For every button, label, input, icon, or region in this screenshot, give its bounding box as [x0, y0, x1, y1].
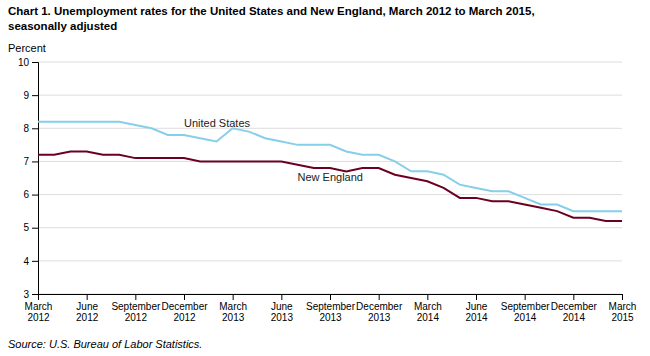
y-tick-label: 4	[23, 256, 29, 267]
x-tick: September2013	[306, 294, 356, 323]
x-tick: March2014	[414, 294, 442, 323]
x-tick-label: March2013	[219, 301, 247, 323]
x-tick: March2012	[25, 294, 53, 323]
x-axis: March2012June2012September2012December20…	[25, 294, 637, 323]
y-tick: 6	[23, 189, 38, 200]
x-tick-mark	[573, 294, 574, 300]
y-axis: 3 4 5 6 7 8 9 10	[18, 57, 39, 300]
x-tick-label: September2014	[501, 301, 551, 323]
y-tick-mark	[32, 195, 38, 196]
y-tick-label: 7	[23, 156, 29, 167]
x-tick-label: March2015	[609, 301, 637, 323]
grid-line	[38, 194, 622, 195]
grid-line	[38, 128, 622, 129]
y-tick-mark	[32, 228, 38, 229]
x-tick-mark	[622, 294, 623, 300]
x-tick: December2014	[551, 294, 598, 323]
title: Chart 1. Unemployment rates for the Unit…	[8, 5, 535, 17]
x-tick: June2012	[76, 294, 99, 323]
series-line	[38, 122, 622, 211]
y-tick-mark	[32, 95, 38, 96]
y-tick: 10	[18, 57, 38, 68]
y-axis-label: Percent	[8, 42, 46, 54]
x-tick: March2015	[609, 294, 637, 323]
x-tick-label: December2013	[356, 301, 403, 323]
y-tick-label: 8	[23, 123, 29, 134]
x-tick-label: March2012	[25, 301, 53, 323]
x-tick: December2012	[161, 294, 208, 323]
x-tick-label: June2014	[465, 301, 488, 323]
x-tick-mark	[87, 294, 88, 300]
x-tick-label: June2012	[76, 301, 99, 323]
x-tick: June2013	[271, 294, 294, 323]
y-tick: 8	[23, 123, 38, 134]
source-note: Source: U.S. Bureau of Labor Statistics.	[8, 338, 202, 350]
x-tick: September2014	[501, 294, 551, 323]
plot: Percent 3 4 5 6 7 8 9 10 March2012 June2012 Septemb…	[8, 42, 636, 323]
x-axis-line	[39, 295, 623, 301]
x-tick-label: June2013	[271, 301, 294, 323]
series-line	[38, 151, 622, 221]
y-tick-label: 6	[23, 189, 29, 200]
y-axis-line	[32, 63, 39, 295]
x-tick-mark	[38, 294, 39, 300]
x-tick: June2014	[465, 294, 488, 323]
grid-line	[38, 95, 622, 96]
grid-line	[38, 260, 622, 261]
x-tick: December2013	[356, 294, 403, 323]
y-tick: 7	[23, 156, 38, 167]
x-tick-mark	[135, 294, 136, 300]
x-tick-mark	[184, 294, 185, 300]
series-label: New England	[298, 171, 363, 183]
x-tick-label: September2013	[306, 301, 356, 323]
chart: Chart 1. Unemployment rates for the Unit…	[0, 0, 650, 356]
x-tick-mark	[281, 294, 282, 300]
y-tick-mark	[32, 62, 38, 63]
y-tick-label: 3	[23, 289, 29, 300]
y-tick-label: 10	[18, 57, 30, 68]
x-tick-mark	[233, 294, 234, 300]
x-tick-mark	[525, 294, 526, 300]
x-tick-mark	[476, 294, 477, 300]
y-tick: 3	[23, 289, 38, 300]
x-tick: March2013	[219, 294, 247, 323]
series-labels: United States New England	[184, 117, 363, 183]
grid-line	[38, 161, 622, 162]
x-tick-label: December2014	[551, 301, 598, 323]
grid	[38, 62, 622, 294]
x-tick-mark	[330, 294, 331, 300]
lines	[38, 122, 622, 221]
y-tick-mark	[32, 128, 38, 129]
x-tick-label: December2012	[161, 301, 208, 323]
x-tick-mark	[379, 294, 380, 300]
series-label: United States	[184, 117, 251, 129]
subtitle: seasonally adjusted	[8, 20, 117, 32]
grid-line	[38, 62, 622, 63]
x-tick-label: March2014	[414, 301, 442, 323]
y-tick-mark	[32, 294, 38, 295]
x-tick-mark	[427, 294, 428, 300]
y-tick: 5	[23, 222, 38, 233]
x-tick: September2012	[111, 294, 161, 323]
y-tick: 4	[23, 256, 38, 267]
y-tick-label: 5	[23, 222, 29, 233]
y-tick-mark	[32, 261, 38, 262]
grid-line	[38, 227, 622, 228]
y-tick: 9	[23, 90, 38, 101]
y-tick-label: 9	[23, 90, 29, 101]
x-tick-label: September2012	[111, 301, 161, 323]
y-tick-mark	[32, 161, 38, 162]
